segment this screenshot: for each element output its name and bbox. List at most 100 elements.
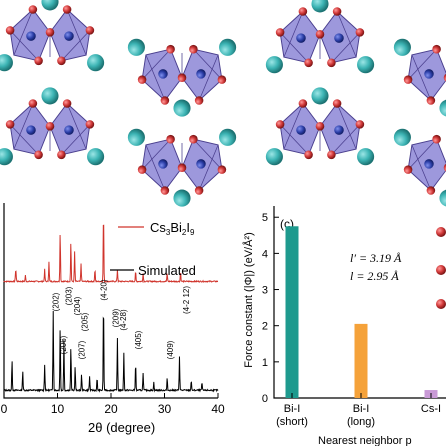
i-atom: [177, 73, 187, 82]
cs-atom: [0, 54, 13, 72]
bi2i9-dimer-unit: [393, 38, 446, 117]
cs-atom: [265, 148, 283, 166]
cs-atom: [393, 128, 411, 146]
octahedron-edge: [336, 11, 357, 58]
peak-label: (205): [80, 312, 89, 331]
bi-atom: [64, 31, 74, 41]
cs-atom: [0, 148, 13, 166]
octahedron-edge: [407, 138, 437, 170]
cs-atom: [219, 38, 237, 56]
peak-label: (202): [52, 292, 61, 311]
octahedron-edge: [145, 54, 166, 101]
bi2i9-dimer-unit: [265, 87, 375, 166]
bar-1: [285, 226, 299, 398]
bi2i9-dimer-unit: [0, 87, 105, 166]
i-atom: [62, 5, 72, 14]
i-atom: [217, 75, 227, 84]
peak-label: (207): [77, 340, 86, 359]
i-atom: [332, 7, 342, 16]
bi-atom: [296, 125, 306, 135]
i-atom-marker: [436, 227, 446, 237]
i-atom: [327, 150, 336, 160]
i-atom: [5, 26, 15, 35]
i-atom: [177, 163, 187, 172]
bi-atom: [158, 159, 168, 169]
i-atom: [34, 56, 43, 66]
i-atom: [298, 7, 308, 16]
octahedron-edge: [193, 138, 223, 170]
category-label: Bi-I: [284, 403, 301, 415]
cs-atom: [127, 128, 145, 146]
bi2i9-dimer-unit: [127, 128, 237, 207]
peak-label: (203): [64, 286, 73, 305]
peak-label: (209): [111, 308, 120, 327]
cs-atom: [311, 87, 329, 105]
bi2i9-dimer-unit: [0, 0, 105, 72]
xrd-x-label: 2θ (degree): [88, 420, 155, 435]
legend-label-simulated: Simulated: [138, 263, 196, 278]
bi-atom: [424, 159, 434, 169]
i-atom: [160, 186, 170, 195]
category-label: (short): [276, 416, 308, 428]
octahedron-edge: [198, 54, 219, 101]
crystal-structure-panel: [0, 0, 446, 207]
force-y-tick-label: 5: [262, 212, 268, 224]
i-atom: [85, 26, 95, 35]
i-atom: [355, 120, 365, 129]
i-atom: [45, 122, 55, 131]
cs-atom: [265, 56, 283, 74]
octahedron-edge: [66, 9, 87, 56]
octahedron-edge: [141, 48, 171, 80]
bi2i9-dimer-unit: [393, 128, 446, 207]
octahedron-edge: [283, 103, 304, 150]
bi-atom: [64, 125, 74, 135]
simulated-pattern: [3, 310, 219, 393]
i-atom: [28, 99, 38, 108]
cs-atom: [439, 189, 446, 207]
peak-label: (405): [134, 330, 143, 349]
force-y-tick-label: 0: [262, 393, 268, 405]
octahedron-edge: [9, 124, 39, 156]
octahedron-edge: [411, 144, 432, 191]
cs-atom: [219, 128, 237, 146]
i-atom: [137, 75, 147, 84]
bi-atom: [196, 69, 206, 79]
bi-atom: [334, 33, 344, 43]
i-atom-marker: [436, 299, 446, 309]
peak-label: (4-2 12): [182, 286, 191, 314]
i-atom: [332, 99, 342, 108]
bi-atom: [26, 125, 36, 135]
legend-label-experimental: Cs3Bi2I9: [150, 220, 195, 237]
i-atom-marker: [436, 265, 446, 275]
cs-atom: [357, 148, 375, 166]
octahedron-edge: [193, 48, 223, 80]
i-atom: [137, 165, 147, 174]
xrd-tick-label: 30: [158, 402, 172, 416]
cs-atom: [127, 38, 145, 56]
force-y-tick-label: 3: [262, 285, 268, 297]
peak-label: (4-28): [119, 309, 128, 331]
cs-atom: [87, 148, 105, 166]
octahedron-edge: [283, 11, 304, 58]
octahedron-edge: [279, 124, 309, 156]
i-atom: [315, 30, 325, 39]
octahedron-edge: [13, 103, 34, 150]
octahedron-edge: [141, 138, 171, 170]
bi-atom: [424, 69, 434, 79]
octahedron-edge: [331, 124, 361, 156]
i-atom: [403, 165, 413, 174]
i-atom: [443, 163, 446, 172]
octahedron-edge: [66, 103, 87, 150]
cs-atom: [173, 99, 191, 117]
i-atom: [166, 134, 175, 144]
cs-atom: [87, 54, 105, 72]
cs-atom: [41, 0, 59, 11]
cs-atom: [357, 56, 375, 74]
peak-label: (206): [59, 335, 68, 354]
octahedron-edge: [9, 30, 39, 62]
octahedron-edge: [61, 30, 91, 62]
bi-atom: [334, 125, 344, 135]
i-atom: [62, 99, 72, 108]
i-atom: [28, 5, 38, 14]
